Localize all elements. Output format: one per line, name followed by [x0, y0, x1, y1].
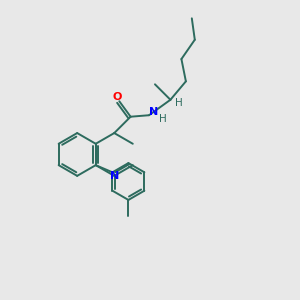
Text: H: H	[176, 98, 183, 108]
Text: N: N	[110, 171, 119, 181]
Text: O: O	[112, 92, 122, 102]
Text: H: H	[158, 114, 166, 124]
Text: N: N	[149, 107, 159, 117]
